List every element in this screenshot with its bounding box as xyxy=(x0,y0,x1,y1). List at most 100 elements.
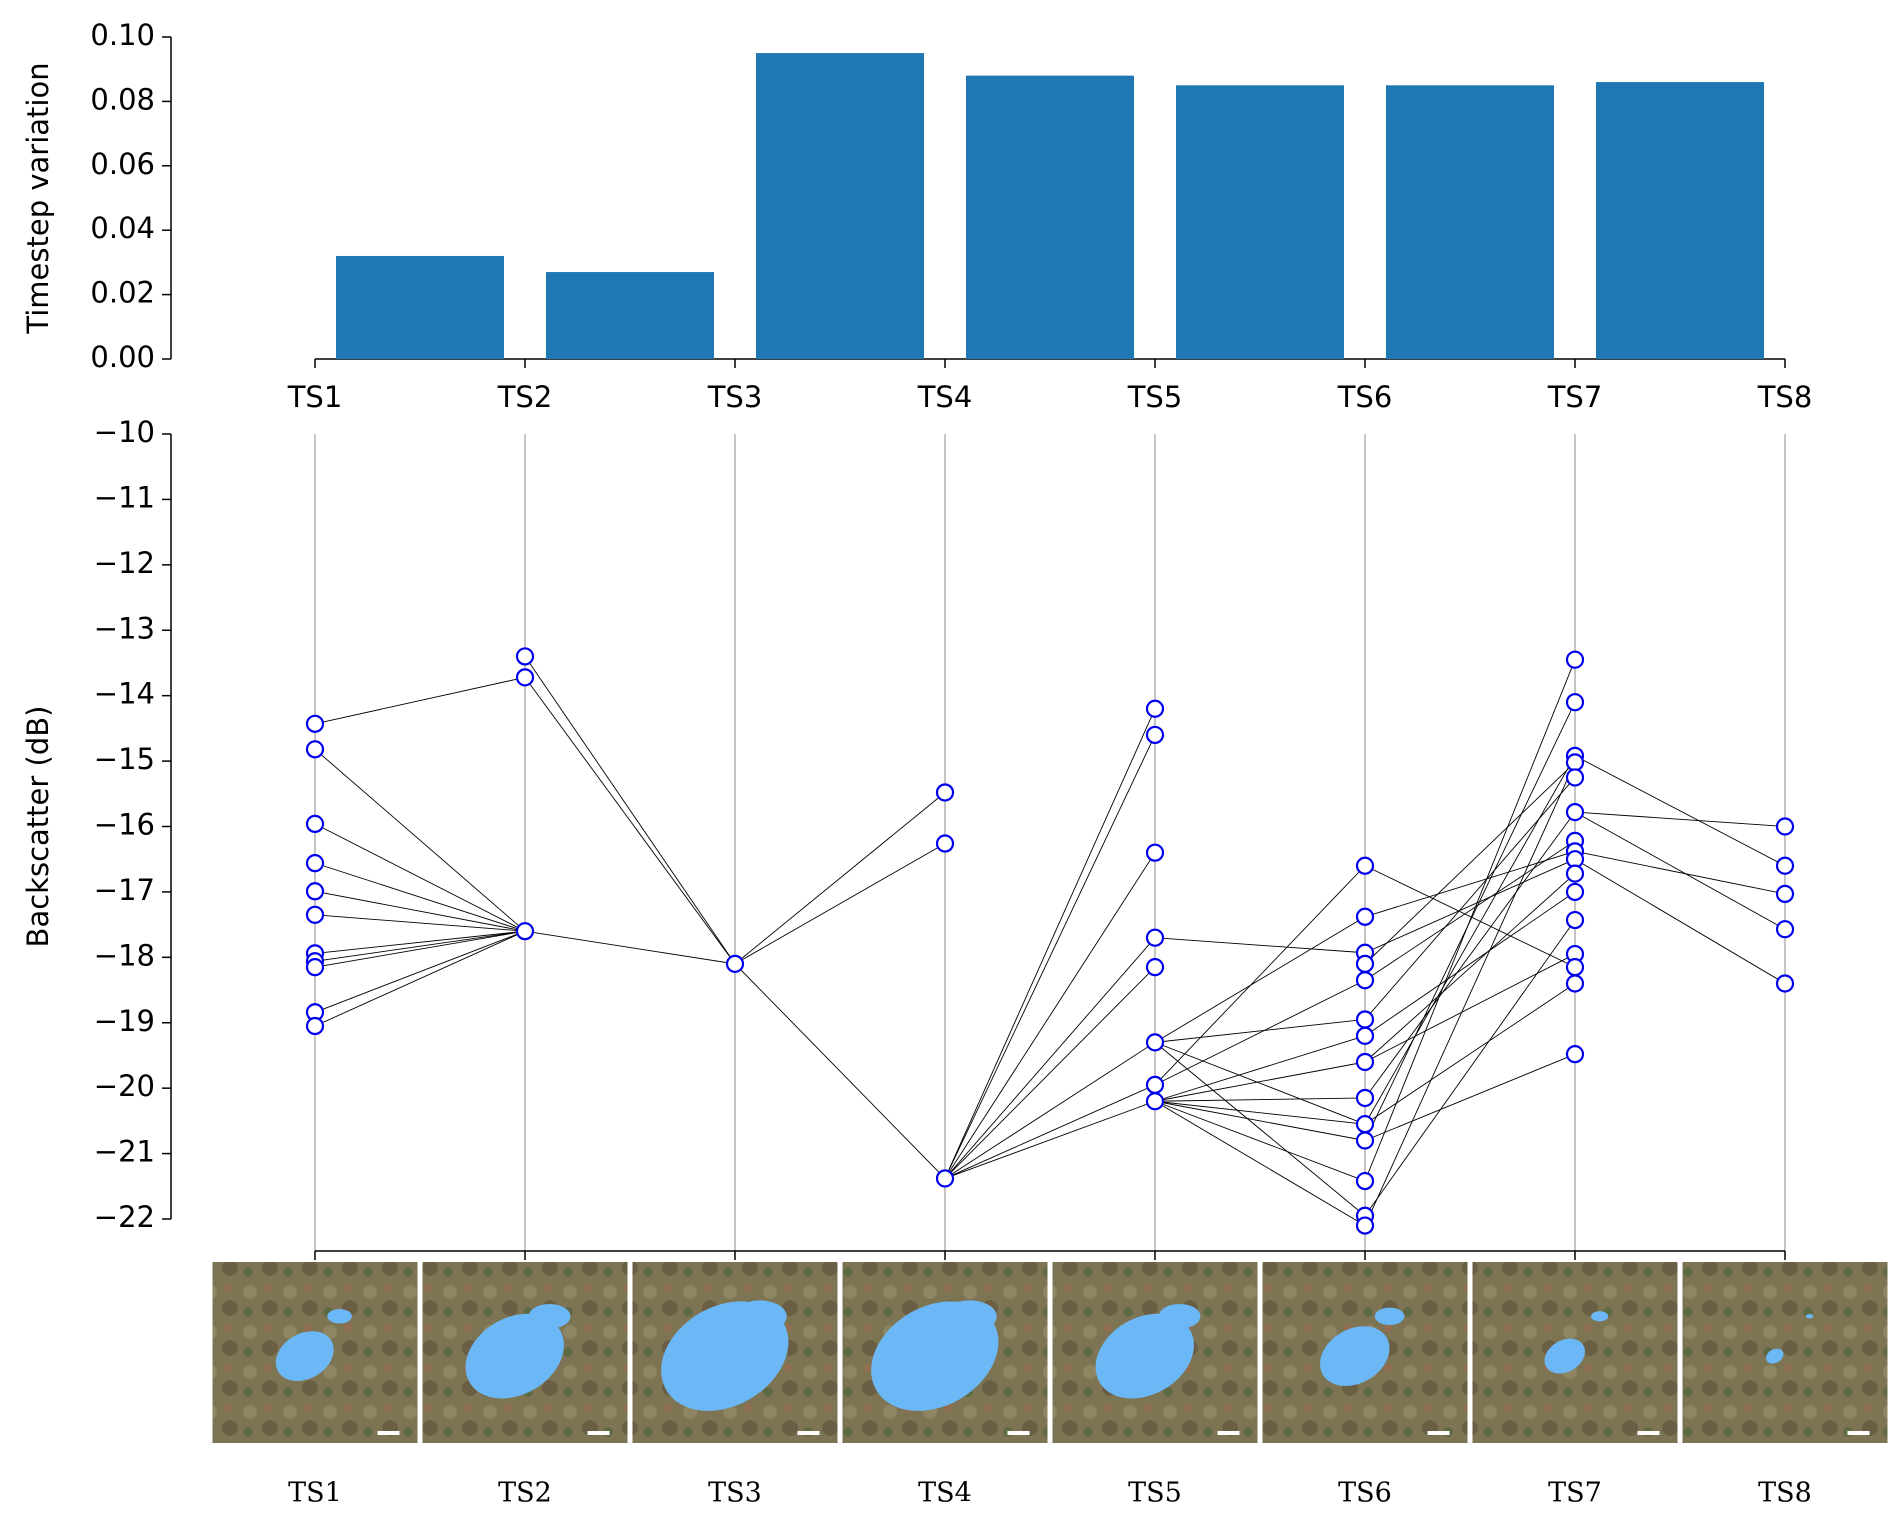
y-tick-label: 0.10 xyxy=(90,18,155,52)
point xyxy=(1355,1052,1375,1072)
link-line xyxy=(1364,858,1576,954)
bar xyxy=(1386,85,1554,360)
point xyxy=(935,1169,955,1188)
scale-bar xyxy=(1007,1431,1030,1435)
link-line xyxy=(1574,755,1786,867)
link-line xyxy=(1364,659,1576,1182)
point xyxy=(1145,725,1165,745)
point xyxy=(1775,817,1795,836)
y-tick-label: −16 xyxy=(94,808,155,842)
point xyxy=(1355,856,1375,875)
link-line xyxy=(314,930,526,954)
link-line xyxy=(1364,850,1576,918)
point xyxy=(1565,864,1585,883)
link-line xyxy=(1574,850,1786,895)
x-tick-label: TS3 xyxy=(707,380,763,414)
scale-bar xyxy=(1217,1431,1240,1435)
point xyxy=(1565,910,1585,930)
bar xyxy=(1176,85,1344,360)
point xyxy=(305,1016,325,1036)
scale-bar xyxy=(1847,1431,1870,1435)
map-thumbnail xyxy=(1682,1262,1888,1443)
link-line xyxy=(314,930,526,1027)
link-line xyxy=(314,930,526,968)
scale-bar xyxy=(377,1431,400,1435)
point xyxy=(1565,974,1585,993)
point xyxy=(305,814,325,833)
link-line xyxy=(1574,811,1786,930)
y-tick-label: 0.00 xyxy=(90,340,155,374)
point xyxy=(1775,856,1795,875)
link-line xyxy=(1154,1061,1366,1102)
link-line xyxy=(944,1100,1156,1179)
flood-area xyxy=(1590,1311,1609,1322)
link-line xyxy=(314,823,526,932)
link-line xyxy=(734,963,946,1179)
link-line xyxy=(1154,916,1366,1043)
link-line xyxy=(944,966,1156,1179)
point xyxy=(305,882,325,901)
bar xyxy=(966,75,1134,359)
link-line xyxy=(314,748,526,932)
flood-area xyxy=(1374,1307,1405,1325)
link-line xyxy=(944,708,1156,1179)
link-line xyxy=(1364,865,1576,968)
x-tick-label: TS8 xyxy=(1757,380,1813,414)
y-tick-label: −14 xyxy=(94,677,155,711)
point xyxy=(305,714,325,733)
link-line xyxy=(314,862,526,932)
link-line xyxy=(944,852,1156,1179)
x-tick-label: TS2 xyxy=(497,380,553,414)
scale-bar xyxy=(1427,1431,1450,1435)
point xyxy=(1355,907,1375,926)
point xyxy=(1355,1171,1375,1191)
point xyxy=(515,922,535,941)
y-tick-label: −13 xyxy=(94,611,155,645)
flood-area xyxy=(275,1331,334,1382)
link-line xyxy=(1364,762,1576,1226)
flood-area xyxy=(1320,1326,1390,1387)
point xyxy=(1775,884,1795,903)
point xyxy=(1565,650,1585,669)
link-line xyxy=(944,937,1156,1179)
map-thumbnail xyxy=(842,1262,1048,1443)
link-line xyxy=(1154,1100,1366,1182)
point xyxy=(1145,958,1165,977)
image-label: TS7 xyxy=(1548,1478,1602,1509)
link-line xyxy=(1154,1100,1366,1141)
link-line xyxy=(314,930,526,962)
y-tick-label: −17 xyxy=(94,873,155,907)
point xyxy=(1565,1045,1585,1064)
image-label: TS6 xyxy=(1338,1478,1392,1509)
flood-area xyxy=(1805,1314,1814,1319)
y-tick-label: 0.02 xyxy=(90,276,155,310)
map-thumbnail xyxy=(212,1262,418,1443)
link-line xyxy=(1364,953,1576,1063)
image-label: TS1 xyxy=(288,1478,342,1509)
y-axis-label: Backscatter (dB) xyxy=(21,706,55,948)
point xyxy=(1355,1088,1375,1108)
link-line xyxy=(734,792,946,965)
x-tick-label: TS4 xyxy=(917,380,973,414)
y-tick-label: 0.06 xyxy=(90,147,155,181)
link-line xyxy=(944,1041,1156,1179)
point xyxy=(1145,1033,1165,1052)
y-axis-label: Timestep variation xyxy=(21,62,55,334)
link-line xyxy=(1154,1100,1366,1125)
link-line xyxy=(524,677,736,965)
point xyxy=(1355,954,1375,973)
flood-area xyxy=(942,1300,997,1333)
map-thumbnail xyxy=(1472,1262,1678,1443)
point xyxy=(515,668,535,687)
link-line xyxy=(1364,919,1576,1216)
point xyxy=(515,647,535,666)
point xyxy=(1355,971,1375,990)
image-label: TS3 xyxy=(708,1478,762,1509)
link-line xyxy=(1574,858,1786,984)
image-label: TS4 xyxy=(918,1478,972,1509)
flood-area xyxy=(1766,1348,1784,1364)
x-tick-label: TS1 xyxy=(287,380,343,414)
point xyxy=(305,905,325,924)
point xyxy=(1355,1216,1375,1235)
link-line xyxy=(314,890,526,932)
